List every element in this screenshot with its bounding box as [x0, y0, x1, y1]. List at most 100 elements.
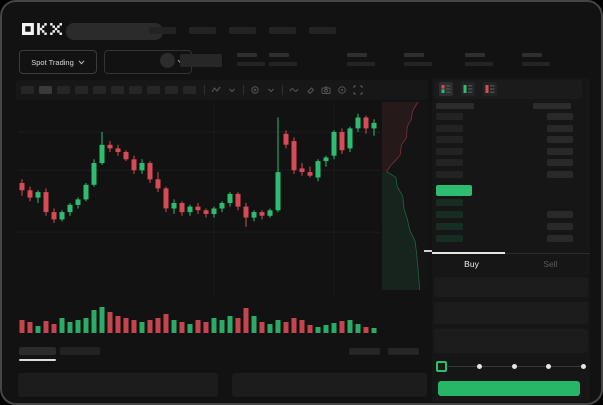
total-input-placeholder[interactable] — [434, 329, 588, 353]
search-bar[interactable] — [66, 23, 163, 40]
stat-value-placeholder — [237, 62, 265, 66]
compare-icon[interactable] — [250, 85, 260, 95]
ask-price-placeholder — [436, 136, 463, 144]
ask-price-placeholder — [436, 113, 463, 120]
chevron-down-icon[interactable] — [266, 85, 276, 95]
bid-price-placeholder — [436, 235, 463, 242]
ticker-stat-placeholder — [347, 53, 375, 66]
token-avatar — [160, 53, 175, 68]
slider-step[interactable] — [581, 363, 586, 369]
chart-tools — [204, 81, 363, 99]
bid-price-placeholder — [436, 223, 463, 230]
bottom-tab-active[interactable] — [19, 347, 56, 355]
stat-label-placeholder — [237, 53, 257, 57]
bottom-tab[interactable] — [60, 347, 100, 355]
ask-amount-placeholder — [547, 159, 573, 167]
slider-handle[interactable] — [436, 360, 447, 372]
active-tab-indicator — [432, 252, 505, 254]
timeframe-button[interactable] — [147, 86, 160, 94]
bid-amount-placeholder — [547, 223, 573, 230]
ticker-stat-placeholder — [269, 53, 297, 66]
wave-icon[interactable] — [289, 85, 299, 95]
timeframe-button[interactable] — [183, 86, 196, 94]
camera-icon[interactable] — [321, 85, 331, 95]
nav-item-placeholder[interactable] — [309, 27, 336, 34]
ask-price-placeholder — [436, 171, 463, 178]
trade-panel: Buy Sell — [432, 78, 590, 402]
main-nav — [149, 27, 336, 34]
book-asks-icon[interactable] — [483, 82, 497, 96]
stat-label-placeholder — [465, 53, 485, 57]
slider-step[interactable] — [476, 363, 482, 369]
bottom-tab-active-underline — [19, 359, 56, 361]
market-type-label: Spot Trading — [31, 57, 74, 67]
ask-price-placeholder — [436, 124, 463, 132]
timeframe-button[interactable] — [39, 86, 52, 94]
ask-amount-placeholder — [547, 147, 573, 155]
history-panel-placeholder — [232, 373, 427, 397]
book-bids-icon[interactable] — [461, 82, 475, 96]
ticker-stat-placeholder — [237, 53, 265, 66]
bottom-toolbar-button[interactable] — [349, 348, 380, 355]
ask-amount-placeholder — [547, 136, 573, 144]
buy-sell-tabs: Buy Sell — [432, 256, 590, 270]
ask-amount-placeholder — [547, 171, 573, 178]
settings-icon[interactable] — [337, 85, 347, 95]
ask-amount-placeholder — [547, 113, 573, 120]
pair-name-placeholder — [180, 54, 222, 67]
indicators-icon[interactable] — [211, 85, 221, 95]
amount-input-placeholder[interactable] — [434, 302, 588, 324]
stat-value-placeholder — [269, 62, 297, 66]
nav-item-placeholder[interactable] — [149, 27, 176, 34]
toolbar-divider — [243, 85, 244, 95]
stat-label-placeholder — [404, 53, 424, 57]
bottom-toolbar-button[interactable] — [388, 348, 419, 355]
timeframe-button[interactable] — [111, 86, 124, 94]
brush-icon[interactable] — [305, 85, 315, 95]
ticker-stat-placeholder — [404, 53, 432, 66]
okx-logo-glyph — [22, 23, 62, 35]
timeframe-row — [21, 86, 196, 94]
amount-slider[interactable] — [436, 360, 586, 372]
timeframe-button[interactable] — [129, 86, 142, 94]
buy-submit-button[interactable] — [438, 381, 580, 396]
last-price-highlight[interactable] — [436, 185, 472, 196]
bid-price-placeholder — [436, 211, 463, 218]
nav-item-placeholder[interactable] — [269, 27, 296, 34]
tab-sell[interactable]: Sell — [511, 256, 590, 270]
stat-value-placeholder — [404, 62, 432, 66]
chevron-down-icon — [78, 60, 85, 65]
pair-selector[interactable] — [104, 50, 192, 74]
ticker-stat-placeholder — [522, 53, 550, 66]
timeframe-button[interactable] — [165, 86, 178, 94]
stat-value-placeholder — [465, 62, 493, 66]
stat-label-placeholder — [269, 53, 289, 57]
price-input-placeholder[interactable] — [434, 277, 588, 297]
tab-divider — [432, 253, 590, 254]
market-type-selector[interactable]: Spot Trading — [19, 50, 97, 74]
nav-item-placeholder[interactable] — [229, 27, 256, 34]
bid-price-placeholder — [436, 199, 463, 206]
timeframe-button[interactable] — [57, 86, 70, 94]
stat-value-placeholder — [522, 62, 550, 66]
order-book-view-switcher — [439, 82, 497, 96]
timeframe-button[interactable] — [93, 86, 106, 94]
order-book-price-column-header — [436, 103, 474, 109]
chevron-down-icon[interactable] — [227, 85, 237, 95]
book-combined-icon[interactable] — [439, 82, 453, 96]
timeframe-button[interactable] — [75, 86, 88, 94]
nav-item-placeholder[interactable] — [189, 27, 216, 34]
okx-logo[interactable]: OKX — [22, 22, 62, 40]
toolbar-divider — [204, 85, 205, 95]
order-book-amount-column-header — [533, 103, 571, 109]
tab-buy[interactable]: Buy — [432, 256, 511, 270]
fullscreen-icon[interactable] — [353, 85, 363, 95]
stat-label-placeholder — [522, 53, 542, 57]
slider-step[interactable] — [546, 363, 552, 369]
ticker-stat-placeholder — [465, 53, 493, 66]
stat-label-placeholder — [347, 53, 367, 57]
slider-step[interactable] — [511, 363, 517, 369]
timeframe-button[interactable] — [21, 86, 34, 94]
ask-amount-placeholder — [547, 124, 573, 132]
